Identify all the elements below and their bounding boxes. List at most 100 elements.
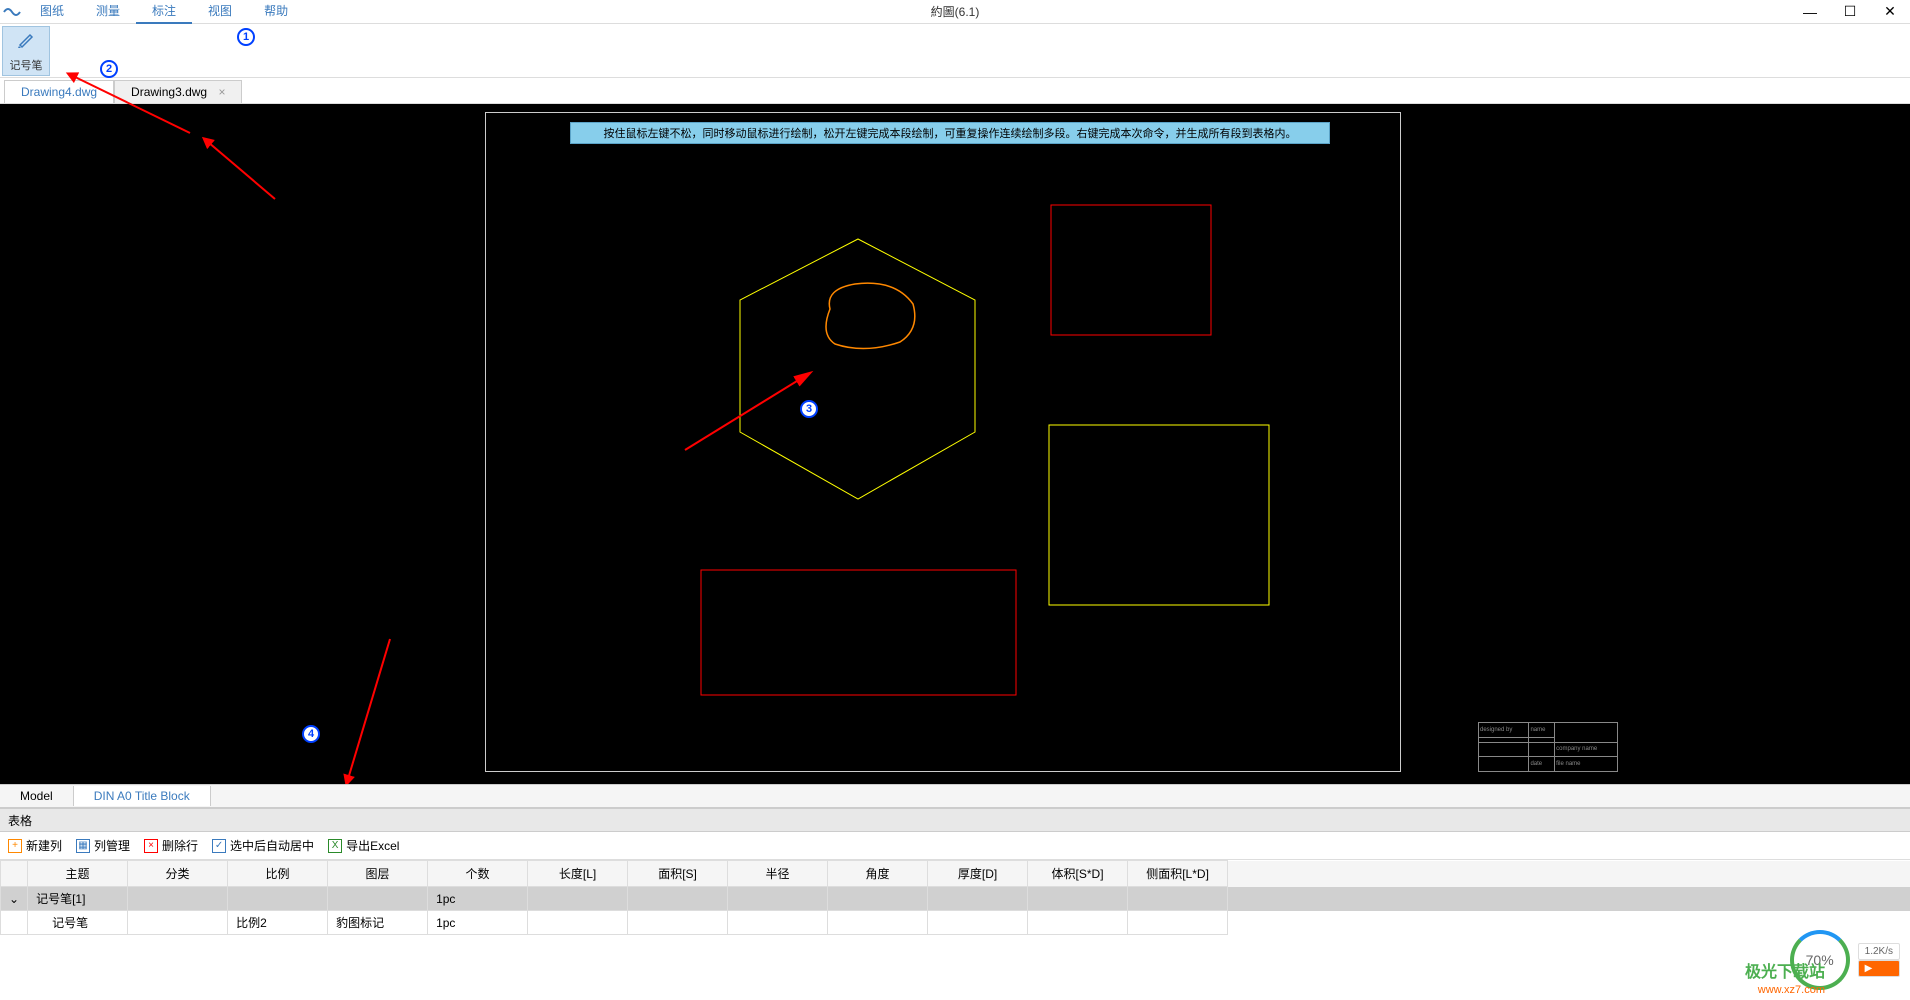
auto-center-label: 选中后自动居中 [230,837,314,854]
watermark-text: 极光下载站 [1745,958,1825,982]
cell [1128,887,1228,911]
plus-icon: + [8,839,22,853]
data-table: 主题 分类 比例 图层 个数 长度[L] 面积[S] 半径 角度 厚度[D] 体… [0,860,1910,935]
new-column-label: 新建列 [26,837,62,854]
layout-tab-titleblock[interactable]: DIN A0 Title Block [74,786,211,806]
cell [828,887,928,911]
speed-rate: 1.2K/s [1858,943,1900,960]
new-column-button[interactable]: + 新建列 [8,837,62,854]
maximize-button[interactable]: ☐ [1830,0,1870,24]
menu-view[interactable]: 视图 [192,0,248,24]
menu-help[interactable]: 帮助 [248,0,304,24]
table-toolbar: + 新建列 ▦ 列管理 × 删除行 ✓ 选中后自动居中 X 导出Excel [0,832,1910,860]
col-length[interactable]: 长度[L] [528,861,628,887]
file-tabs: Drawing4.dwg Drawing3.dwg × [0,78,1910,104]
layout-tabs: Model DIN A0 Title Block [0,784,1910,808]
marker-pen-button[interactable]: 记号笔 [2,26,50,76]
columns-icon: ▦ [76,839,90,853]
table-header-row: 主题 分类 比例 图层 个数 长度[L] 面积[S] 半径 角度 厚度[D] 体… [1,861,1910,887]
cell: 1pc [428,887,528,911]
expand-header [1,861,28,887]
close-button[interactable]: ✕ [1870,0,1910,24]
col-area[interactable]: 面积[S] [628,861,728,887]
watermark-url: www.xz7.com [1758,984,1825,996]
title-bar: 图纸 测量 标注 视图 帮助 約圖(6.1) — ☐ ✕ [0,0,1910,24]
col-scale[interactable]: 比例 [228,861,328,887]
cell: 1pc [428,911,528,935]
manage-columns-label: 列管理 [94,837,130,854]
cell [928,911,1028,935]
menu-drawing[interactable]: 图纸 [24,0,80,24]
cell [128,887,228,911]
cell [828,911,928,935]
minimize-button[interactable]: — [1790,0,1830,24]
cell [728,911,828,935]
cell [1028,911,1128,935]
col-category[interactable]: 分类 [128,861,228,887]
menu-measure[interactable]: 测量 [80,0,136,24]
expand-spacer [1,911,28,935]
orange-blob [805,274,925,364]
cell [228,887,328,911]
hint-message: 按住鼠标左键不松，同时移动鼠标进行绘制，松开左键完成本段绘制，可重复操作连续绘制… [570,122,1330,144]
cell [528,887,628,911]
red-arrow-3 [680,365,820,455]
col-subject[interactable]: 主题 [28,861,128,887]
col-angle[interactable]: 角度 [828,861,928,887]
ribbon-toolbar: 记号笔 [0,24,1910,78]
main-menu: 图纸 测量 标注 视图 帮助 [24,0,304,24]
cell: 豹图标记 [328,911,428,935]
table-row[interactable]: 记号笔 比例2 豹图标记 1pc [1,911,1910,935]
cell [1028,887,1128,911]
expand-toggle[interactable]: ⌄ [1,887,28,911]
app-icon [0,0,24,24]
red-arrow-1 [200,134,280,204]
cell [328,887,428,911]
speed-icon: ▶ [1858,960,1900,977]
cell [528,911,628,935]
col-sidearea[interactable]: 侧面积[L*D] [1128,861,1228,887]
window-title: 約圖(6.1) [931,3,980,20]
annotation-marker-1: 1 [237,28,255,46]
red-rect-2 [700,569,1020,699]
close-tab-icon[interactable]: × [218,85,225,99]
cell [1128,911,1228,935]
cell [128,911,228,935]
cell: 比例2 [228,911,328,935]
marker-pen-label: 记号笔 [10,57,43,73]
delete-icon: × [144,839,158,853]
cell: 记号笔 [28,911,128,935]
cell [728,887,828,911]
table-row[interactable]: ⌄ 记号笔[1] 1pc [1,887,1910,911]
drawing-canvas[interactable]: 按住鼠标左键不松，同时移动鼠标进行绘制，松开左键完成本段绘制，可重复操作连续绘制… [0,104,1910,784]
red-arrow-2 [65,68,195,138]
export-excel-button[interactable]: X 导出Excel [328,837,399,854]
window-controls: — ☐ ✕ [1790,0,1910,24]
red-rect-1 [1050,204,1215,339]
cell: 记号笔[1] [28,887,128,911]
red-arrow-4 [340,634,400,784]
col-radius[interactable]: 半径 [728,861,828,887]
cell [628,911,728,935]
layout-tab-model[interactable]: Model [0,786,74,806]
manage-columns-button[interactable]: ▦ 列管理 [76,837,130,854]
col-layer[interactable]: 图层 [328,861,428,887]
delete-row-button[interactable]: × 删除行 [144,837,198,854]
col-thickness[interactable]: 厚度[D] [928,861,1028,887]
annotation-marker-3: 3 [800,400,818,418]
checkbox-icon: ✓ [212,839,226,853]
yellow-rect [1048,424,1273,609]
panel-header: 表格 [0,808,1910,832]
cell [928,887,1028,911]
col-count[interactable]: 个数 [428,861,528,887]
auto-center-checkbox[interactable]: ✓ 选中后自动居中 [212,837,314,854]
col-volume[interactable]: 体积[S*D] [1028,861,1128,887]
marker-pen-icon [16,29,36,55]
menu-annotate[interactable]: 标注 [136,0,192,24]
cell [628,887,728,911]
title-block: designed byname company name datefile na… [1478,722,1618,772]
annotation-marker-2: 2 [100,60,118,78]
annotation-marker-4: 4 [302,725,320,743]
excel-icon: X [328,839,342,853]
export-excel-label: 导出Excel [346,837,399,854]
